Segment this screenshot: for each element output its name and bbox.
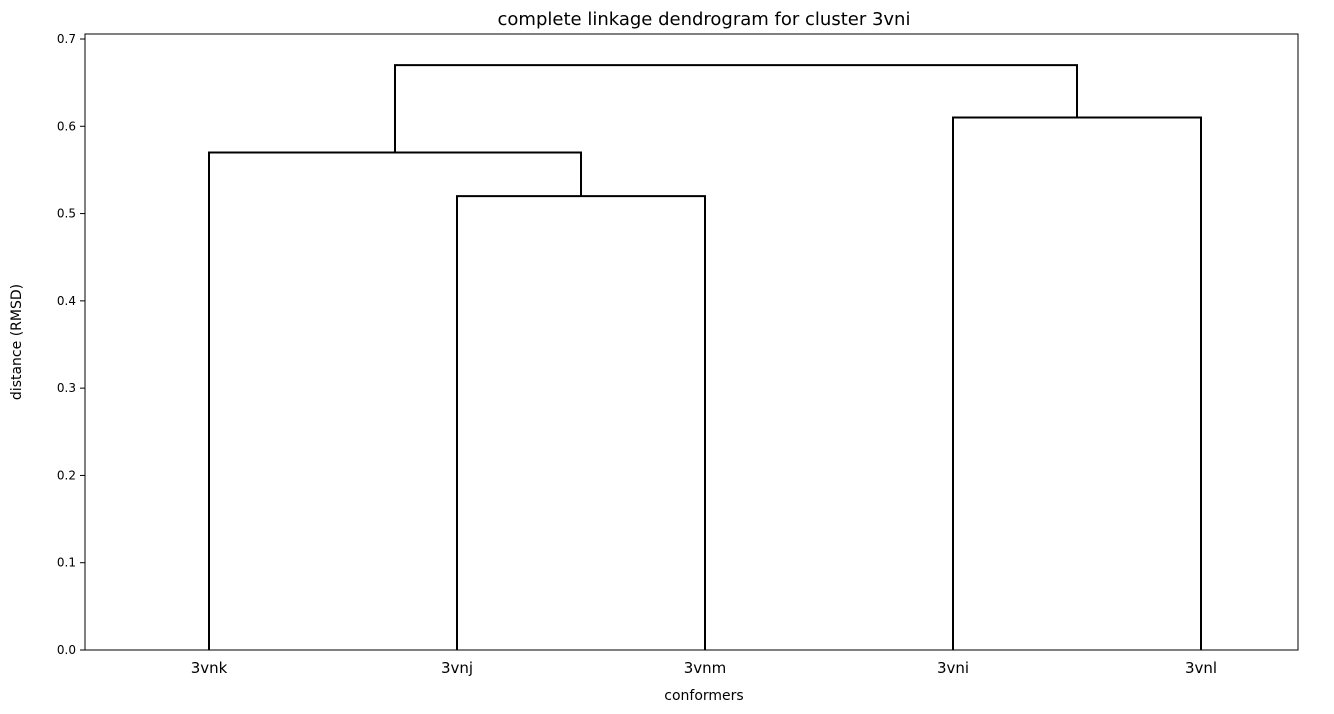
dendrogram-link-1 [456,195,706,650]
dendrogram-link-4 [394,64,1078,153]
leaf-label-3vnl: 3vnl [1185,659,1217,677]
leaf-label-3vni: 3vni [937,659,969,677]
leaf-label-3vnk: 3vnk [191,659,228,677]
x-axis: 3vnk 3vnj 3vnm 3vni 3vnl [191,659,1217,677]
y-tick-label: 0.0 [57,643,76,657]
y-tick-label: 0.2 [57,468,76,482]
leaf-label-3vnj: 3vnj [441,659,473,677]
dendrogram-link-2 [208,151,582,650]
y-axis-label: distance (RMSD) [9,284,25,400]
x-axis-label: conformers [664,688,743,704]
plot-frame [84,33,1299,651]
y-tick-label: 0.7 [57,32,76,46]
leaf-label-3vnm: 3vnm [684,659,727,677]
y-tick-label: 0.1 [57,556,76,570]
y-tick-label: 0.6 [57,119,76,133]
dendrogram-link-3 [952,116,1202,650]
dendrogram-links [208,64,1202,650]
y-axis: 0.0 0.1 0.2 0.3 0.4 0.5 0.6 0.7 [57,32,85,657]
y-tick-label: 0.3 [57,381,76,395]
y-tick-label: 0.5 [57,207,76,221]
y-tick-label: 0.4 [57,294,76,308]
chart-title: complete linkage dendrogram for cluster … [498,9,911,30]
